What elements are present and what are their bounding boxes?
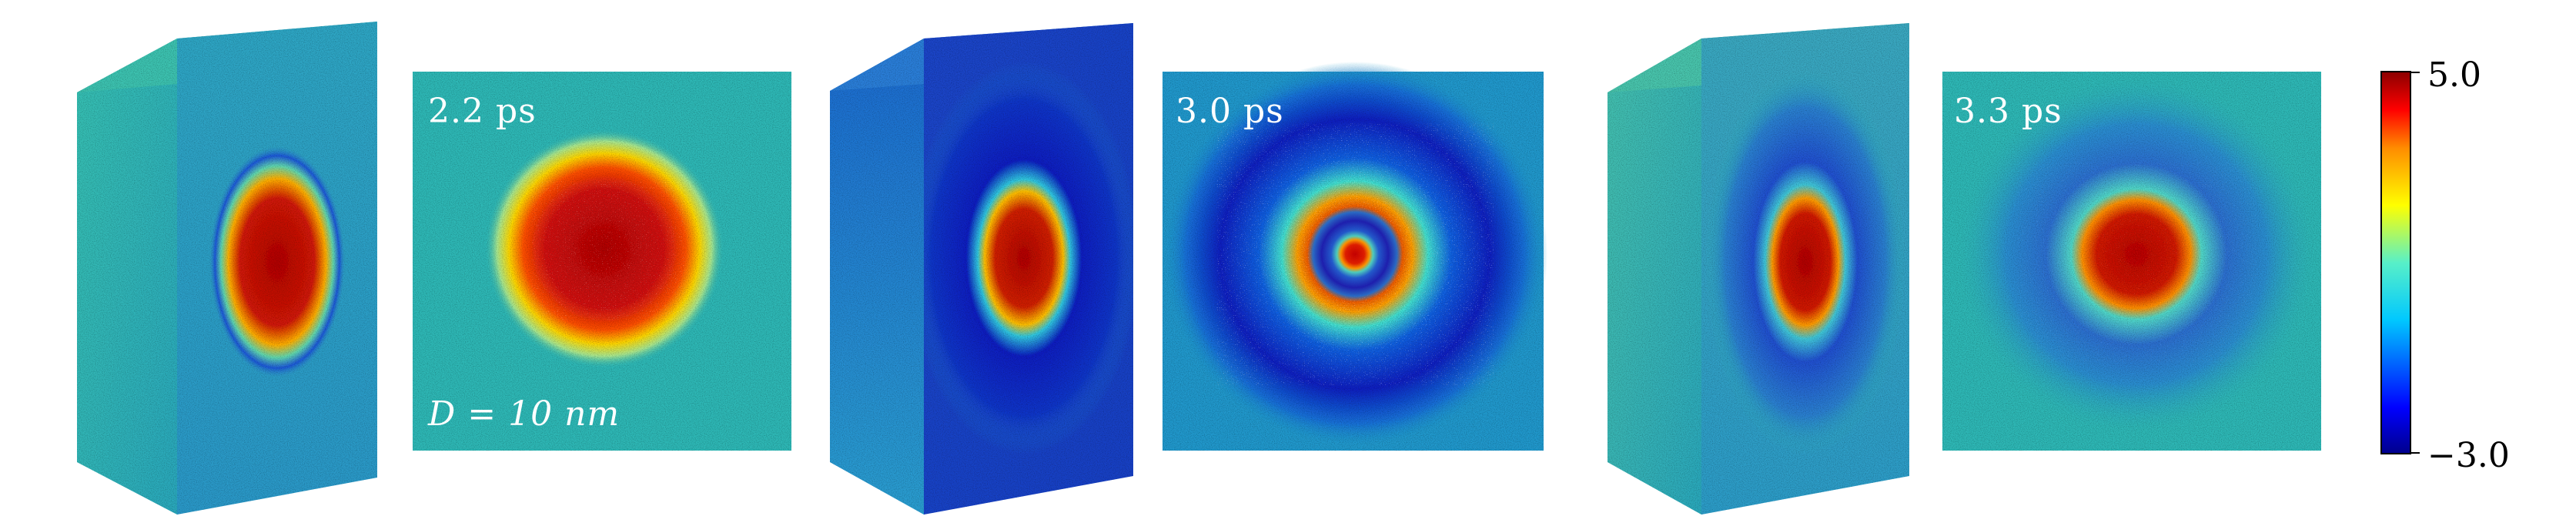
slab-side-face xyxy=(830,39,924,515)
colorbar-gradient xyxy=(2380,71,2411,454)
hot-spot xyxy=(1705,69,1905,454)
slab-side-face xyxy=(1607,39,1701,515)
slab-3d-view-1 xyxy=(77,22,377,515)
size-label: D = 10 nm xyxy=(428,394,621,434)
colorbar xyxy=(2380,71,2420,454)
slab-3d-view-2 xyxy=(830,23,1133,515)
slab-side-face xyxy=(77,39,177,515)
hot-spot xyxy=(924,62,1133,454)
hot-spot xyxy=(209,146,345,377)
time-label-panel-3: 3.3 ps xyxy=(1954,92,2062,131)
time-label-panel-1: 2.2 ps xyxy=(428,92,537,131)
colorbar-min-label: −3.0 xyxy=(2427,436,2510,475)
time-label-panel-2: 3.0 ps xyxy=(1176,92,1284,131)
colorbar-max-label: 5.0 xyxy=(2427,55,2481,95)
slab-3d-view-3 xyxy=(1607,23,1909,515)
